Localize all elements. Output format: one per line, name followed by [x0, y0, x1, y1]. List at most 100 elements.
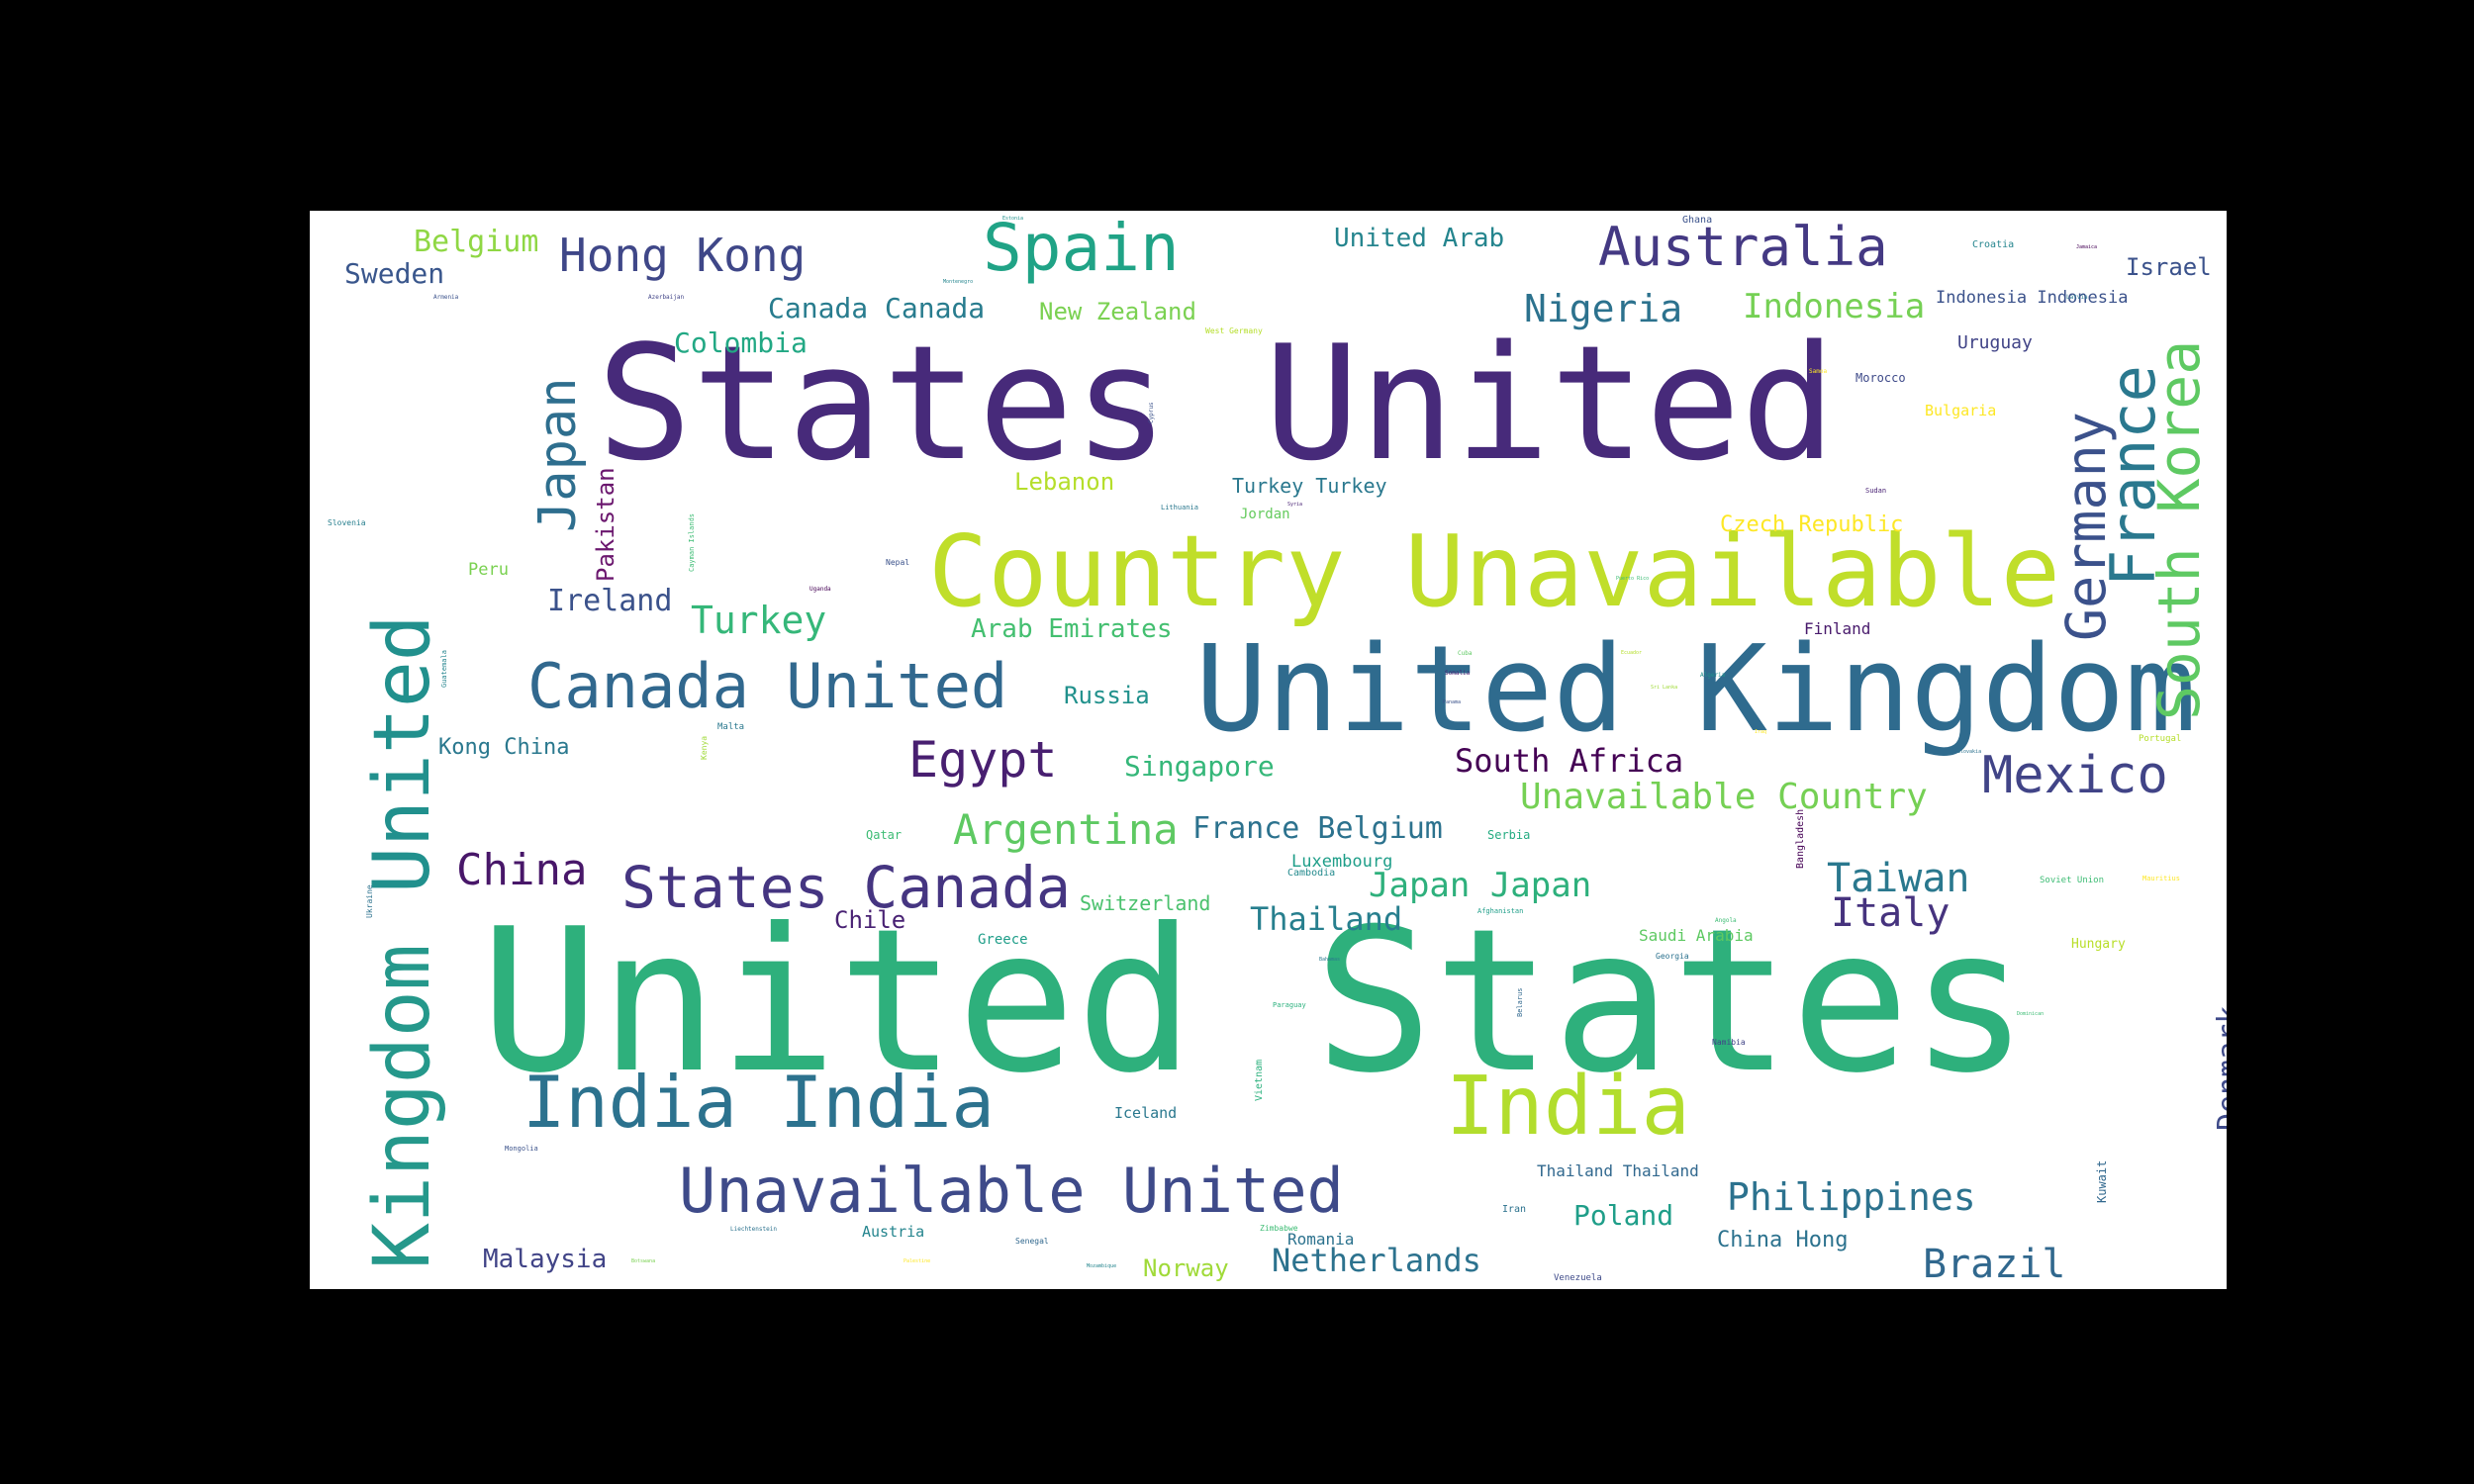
word-cloud-word: Unavailable United: [679, 1155, 1344, 1227]
word-cloud-word: Romania: [1287, 1230, 1355, 1249]
word-cloud-word: Mexico: [1982, 746, 2168, 805]
word-cloud-word: Poland: [1573, 1199, 1674, 1232]
word-cloud-word: United Arab: [1334, 224, 1505, 253]
word-cloud-word: Uruguay: [1957, 332, 2033, 353]
word-cloud-word: Jamaica: [2076, 244, 2098, 250]
word-cloud-word: Sudan: [1865, 487, 1887, 495]
word-cloud-word: United Kingdom: [1195, 621, 2197, 759]
word-cloud-word: Iceland: [1114, 1104, 1178, 1122]
word-cloud-word: Unavailable Country: [1520, 777, 1928, 817]
word-cloud-word: Montenegro: [943, 279, 974, 285]
word-cloud-word: Soviet Union: [2040, 876, 2105, 885]
word-cloud-word: Hungary: [2071, 937, 2126, 952]
word-cloud-word: United States: [480, 886, 2030, 1117]
word-cloud-word: Armenia: [433, 294, 459, 301]
word-cloud-word: Panama: [1443, 699, 1462, 705]
word-cloud-word: Lithuania: [1161, 504, 1198, 511]
word-cloud-word: Thailand: [1250, 900, 1403, 938]
word-cloud-word: Turkey: [691, 599, 827, 642]
word-cloud-word: Cambodia: [1287, 868, 1336, 879]
word-cloud-word: New Zealand: [1039, 298, 1196, 325]
word-cloud-word: Canada Canada: [768, 292, 986, 325]
word-cloud-word: Indonesia Indonesia: [1936, 288, 2129, 308]
word-cloud-word: Bulgaria: [1925, 402, 1997, 419]
word-cloud-word: Syria: [1287, 502, 1303, 508]
word-cloud-word: Sweden: [344, 257, 445, 290]
word-cloud-word: China: [456, 845, 588, 895]
word-cloud-word: Germany: [2054, 412, 2118, 641]
word-cloud-word: Argentina: [953, 805, 1179, 854]
word-cloud-word: Qatar: [866, 828, 903, 842]
word-cloud-word: Lebanon: [1014, 468, 1115, 496]
word-cloud-word: Russia: [1064, 682, 1150, 709]
word-cloud-word: Serbia: [1487, 828, 1531, 842]
word-cloud-word: Liechtenstein: [730, 1226, 777, 1233]
word-cloud-word: Sri Lanka: [1651, 685, 1678, 691]
word-cloud-word: Canada United: [527, 650, 1008, 722]
word-cloud-word: Azerbaijan: [648, 294, 685, 301]
word-cloud-word: Kong China: [438, 735, 570, 760]
word-cloud-word: Philippines: [1727, 1175, 1976, 1219]
word-cloud-word: Algeria: [1700, 672, 1726, 679]
word-cloud-word: Iraq: [1755, 729, 1767, 735]
word-cloud-word: Denmark: [2212, 1005, 2227, 1131]
word-cloud-word: Japan: [528, 377, 588, 532]
word-cloud-word: Slovakia: [1957, 749, 1982, 755]
word-cloud-word: Netherlands: [1272, 1242, 1481, 1279]
word-cloud-word: Italy: [1831, 890, 1951, 936]
word-cloud-word: States United: [597, 311, 1837, 496]
word-cloud-word: South Africa: [1455, 742, 1684, 780]
word-cloud-word: Bahamas: [1319, 957, 1341, 963]
word-cloud-word: Namibia: [1712, 1038, 1746, 1047]
word-cloud-word: Belarus: [1516, 987, 1524, 1017]
word-cloud-word: Malta: [717, 722, 745, 732]
word-cloud-word: Mozambique: [1087, 1263, 1117, 1269]
word-cloud-word: Turkey Turkey: [1232, 474, 1387, 498]
word-cloud-word: Egypt: [908, 731, 1058, 788]
word-cloud-word: Senegal: [1015, 1237, 1049, 1246]
word-cloud-word: Norway: [1143, 1254, 1229, 1282]
word-cloud-word: Cuba: [1458, 650, 1473, 657]
word-cloud-word: Luxembourg: [1291, 852, 1393, 872]
word-cloud-word: Georgia: [1656, 952, 1689, 961]
word-cloud-word: Guatemala: [440, 650, 448, 688]
word-cloud-word: Belgium: [414, 225, 539, 259]
word-cloud-word: Ukraine: [365, 884, 374, 918]
word-cloud-word: Spain: [983, 211, 1180, 286]
word-cloud-word: Malaysia: [483, 1245, 608, 1274]
word-cloud-word: Latvia: [2066, 294, 2088, 301]
word-cloud-word: Greece: [978, 932, 1028, 948]
word-cloud-word: Iran: [1502, 1204, 1527, 1215]
word-cloud-word: Mauritius: [2142, 875, 2180, 882]
word-cloud-word: Cyprus: [1148, 402, 1155, 423]
word-cloud-word: Venezuela: [1554, 1273, 1602, 1283]
word-cloud-word: Austria: [862, 1223, 925, 1241]
word-cloud-word: Croatia: [1972, 239, 2015, 250]
word-cloud-word: Japan Japan: [1369, 866, 1592, 905]
word-cloud-word: Ghana: [1682, 215, 1713, 226]
word-cloud-word: Israel: [2126, 253, 2212, 281]
word-cloud-word: Botswana: [631, 1258, 656, 1264]
word-cloud-word: India: [1446, 1060, 1690, 1154]
word-cloud-word: Pakistan: [592, 467, 619, 582]
word-cloud-word: Mongolia: [505, 1145, 538, 1153]
word-cloud-word: Colombia: [674, 326, 808, 359]
word-cloud-word: Uganda: [809, 586, 831, 593]
word-cloud-word: Cayman Islands: [688, 512, 696, 572]
word-cloud-word: Samoa: [1809, 368, 1828, 375]
word-cloud-word: Czech Republic: [1720, 512, 1904, 537]
word-cloud-word: Puerto Rico: [1616, 576, 1650, 582]
word-cloud-word: Palestine: [904, 1258, 931, 1264]
word-cloud-word: Nepal: [886, 558, 910, 567]
word-cloud-word: Jordan: [1240, 507, 1290, 522]
word-cloud-word: Zimbabwe: [1260, 1224, 1298, 1233]
word-cloud-word: Thailand Thailand: [1537, 1161, 1699, 1180]
word-cloud-word: United: [358, 614, 447, 893]
word-cloud-word: Arab Emirates: [971, 614, 1173, 644]
word-cloud-word: Vietnam: [1254, 1059, 1265, 1101]
word-cloud-word: Ireland: [547, 584, 673, 618]
word-cloud-word: Saudi Arabia: [1639, 926, 1754, 945]
word-cloud-word: Morocco: [1856, 371, 1906, 385]
word-cloud-word: Finland: [1804, 619, 1871, 638]
word-cloud-word: Estonia: [1002, 216, 1024, 222]
